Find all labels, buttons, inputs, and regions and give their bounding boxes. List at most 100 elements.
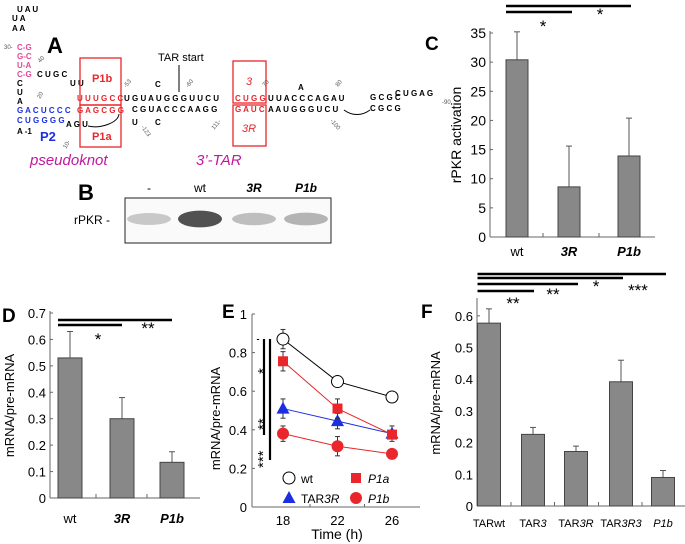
y-tick-label: 10 [470, 171, 486, 187]
box3-strand: C U G G [235, 94, 266, 103]
legend-marker-P1a [351, 473, 361, 483]
nt-number: -123 [139, 125, 151, 139]
legend-marker-TAR3R [282, 491, 296, 503]
y-axis-label: mRNA/pre-mRNA [2, 354, 17, 458]
loop: C U G A G [395, 89, 433, 98]
x-tick-label-text: 3R [580, 518, 594, 530]
y-tick-label: 0.6 [28, 332, 46, 347]
p2-label: P2 [40, 129, 56, 144]
y-tick-label: 5 [478, 200, 486, 216]
data-point-TAR3R [331, 414, 344, 427]
significance-stars: ** [506, 294, 520, 313]
data-point-P1b [331, 440, 344, 453]
y-tick-label: 0.2 [455, 436, 473, 451]
nt-number: 10- [63, 139, 73, 150]
box3r-strand: G A U C [235, 105, 265, 114]
x-tick-label: 26 [385, 513, 399, 528]
pseudoknot-label: pseudoknot [29, 152, 108, 169]
panel-label-f: F [421, 302, 433, 323]
nt: A [17, 97, 23, 106]
y-tick-label: 0.3 [28, 412, 46, 427]
x-tick-label-text: 3R3 [622, 518, 643, 530]
bar-3R [557, 186, 581, 238]
hairpin-loop: U A U U A A A [12, 5, 38, 33]
data-point-P1a [387, 429, 397, 440]
bar-P1b [159, 461, 185, 499]
legend-label-prefix: TAR [301, 492, 324, 506]
x-tick-label: 22 [330, 513, 344, 528]
bar-3R [109, 418, 135, 499]
panel-label-a: A [47, 33, 63, 58]
nt: C [17, 79, 23, 88]
panel-c-chart: C 0 5 10 15 20 25 30 35 rPKR activation wt 3R P1b * * [425, 4, 655, 259]
x-tick-label-prefix: TAR [473, 518, 494, 530]
x-tick-label-text: wt [63, 511, 77, 526]
gel-row-label: rPKR - [74, 213, 110, 227]
x-tick-label: TAR3R3 [600, 518, 642, 530]
significance-stars: * [597, 5, 604, 24]
tar-start-label: TAR start [158, 52, 204, 64]
x-axis-label: Time (h) [311, 526, 363, 542]
x-tick-label-text: 3 [541, 518, 548, 530]
stem-pair: G-C [17, 52, 32, 61]
gel-image: B rPKR - - wt 3R P1b [74, 180, 332, 244]
box-3-label: 3 [246, 76, 253, 88]
nt: U [132, 118, 138, 127]
y-tick-label: 15 [470, 142, 486, 158]
loop-row: U A U [17, 5, 38, 14]
data-point-P1b [277, 427, 289, 440]
x-tick-label: wt [63, 511, 77, 526]
y-tick-label: 0.8 [229, 346, 247, 361]
y-tick-label: 25 [470, 83, 486, 99]
legend-label: TAR3R [301, 492, 340, 506]
lane-label: 3R [246, 181, 262, 195]
panel-d-chart: D 0 0.1 0.2 0.3 0.4 0.5 0.6 0.7 mRNA/pre-mRNA wt 3R… [2, 306, 200, 526]
y-tick-label: 0 [478, 229, 486, 245]
legend-label: P1a [368, 472, 390, 486]
y-tick-label: 0.4 [455, 372, 473, 387]
x-tick-label: P1b [653, 518, 673, 530]
nt: C [155, 118, 161, 127]
p1a-label: P1a [92, 131, 112, 143]
x-tick-label: P1b [160, 511, 184, 526]
loop-row: A A [12, 24, 25, 33]
bar-TAR3R [564, 450, 588, 507]
x-tick-label: 3R [561, 244, 578, 259]
bar-TAR3R3 [609, 381, 633, 507]
y-tick-label: 0 [39, 491, 46, 506]
gel-lanes: - wt 3R P1b [127, 181, 328, 228]
series-line-wt [282, 338, 393, 398]
data-point-wt [385, 390, 399, 404]
bar-P1b [651, 476, 675, 507]
p2-top-strand: G A C U C C C [17, 106, 71, 115]
legend-label-text: wt [300, 472, 314, 486]
strand: C U G C [37, 70, 67, 79]
y-axis-label: rPKR activation [448, 87, 464, 183]
nt-number: 70 [262, 79, 271, 88]
significance-stars: ** [546, 285, 560, 304]
box-3r-label: 3R [242, 123, 256, 135]
box-3r [232, 104, 267, 147]
bar-TAR3 [521, 433, 545, 507]
nt-number: -60 [185, 78, 196, 89]
strand: A G U [66, 120, 88, 129]
significance-stars: * [593, 277, 600, 296]
loop-row: U A [12, 14, 26, 23]
x-tick-label-prefix: TAR [519, 518, 540, 530]
y-tick-label: 0.6 [229, 384, 247, 399]
x-tick-label-text: P1b [653, 518, 673, 530]
nt: U [17, 88, 23, 97]
significance-stars: ** [141, 319, 155, 338]
connector-line [87, 113, 120, 128]
y-tick-label: 0 [240, 500, 247, 515]
nt-number: 40 [37, 55, 46, 64]
p1a-strand: G A G C G G [77, 106, 124, 115]
y-axis-label: mRNA/pre-mRNA [428, 351, 443, 455]
nt-start: A -1 [17, 127, 32, 136]
stem-pair: C-G [17, 70, 32, 79]
p1a-box [79, 104, 122, 148]
legend-marker-P1b [350, 492, 362, 504]
x-tick-label: TAR3 [519, 518, 547, 530]
